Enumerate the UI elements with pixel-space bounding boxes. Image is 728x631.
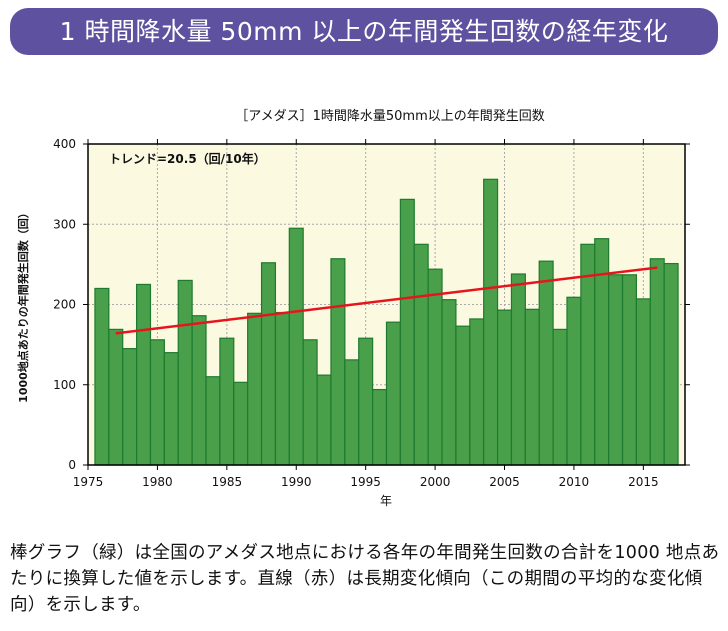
bar-2017: [663, 262, 679, 466]
bar-1993: [330, 258, 346, 466]
bar-2004: [483, 178, 499, 466]
x-tick-label: 1995: [350, 475, 381, 489]
bar-2008: [538, 260, 554, 466]
x-tick-label: 2010: [559, 475, 590, 489]
x-axis-label: 年: [380, 494, 392, 508]
trend-annotation: トレンド=20.5（回/10年）: [109, 151, 266, 166]
bar-2003: [469, 318, 485, 466]
plot-frame: [87, 143, 686, 466]
bar-1999: [413, 243, 429, 466]
bar-1994: [344, 359, 360, 466]
bar-2005: [496, 309, 513, 466]
bar-1984: [205, 376, 221, 466]
bar-2006: [510, 273, 526, 466]
y-tick-label: 300: [53, 217, 76, 231]
bar-1985: [219, 337, 235, 466]
x-tick-label: 2015: [628, 475, 659, 489]
y-tick-label: 400: [53, 137, 76, 151]
y-tick-label: 0: [68, 458, 76, 472]
bar-2007: [524, 308, 540, 466]
bar-2000: [427, 268, 443, 466]
bar-1983: [191, 315, 207, 466]
bar-1986: [233, 381, 249, 466]
x-tick-label: 2005: [489, 475, 520, 489]
bar-2002: [455, 325, 471, 466]
bar-1980: [149, 339, 165, 466]
bar-1991: [302, 339, 318, 466]
chart-caption: 棒グラフ（緑）は全国のアメダス地点における各年の年間発生回数の合計を1000 地…: [10, 543, 720, 615]
y-axis-label: 1000地点あたりの年間発生回数（回）: [16, 207, 30, 403]
bar-1987: [247, 312, 263, 466]
bar-1988: [260, 262, 277, 466]
bar-1997: [385, 321, 401, 466]
bar-1981: [163, 352, 179, 466]
bar-1995: [358, 337, 374, 466]
bar-1998: [399, 198, 415, 466]
bar-1978: [122, 348, 138, 466]
bar-1977: [108, 328, 124, 466]
x-tick-label: 1990: [281, 475, 312, 489]
x-tick-label: 1975: [73, 475, 104, 489]
bar-1976: [94, 287, 110, 466]
x-tick-label: 2000: [420, 475, 451, 489]
bar-1979: [135, 283, 152, 466]
bar-2001: [441, 299, 457, 466]
page-banner-title: 1 時間降水量 50mm 以上の年間発生回数の経年変化: [10, 8, 718, 55]
bar-chart: ［アメダス］1時間降水量50mm以上の年間発生回数 1975 1980 1985 19…: [16, 109, 690, 508]
x-tick-label: 1985: [212, 475, 243, 489]
bar-1992: [316, 374, 332, 466]
bar-2016: [649, 258, 665, 466]
chart-title: ［アメダス］1時間降水量50mm以上の年間発生回数: [235, 109, 545, 124]
bar-2010: [566, 296, 582, 466]
bar-2015: [635, 298, 651, 466]
bar-1990: [288, 227, 304, 466]
bar-2014: [621, 274, 638, 466]
bar-1982: [177, 279, 193, 466]
y-tick-label: 100: [53, 378, 76, 392]
bar-1989: [274, 311, 290, 466]
x-tick-label: 1980: [142, 475, 173, 489]
bar-2013: [608, 274, 624, 466]
bar-2009: [552, 328, 568, 466]
y-tick-label: 200: [53, 298, 76, 312]
trend-line: [115, 266, 658, 335]
bar-1996: [372, 388, 388, 466]
